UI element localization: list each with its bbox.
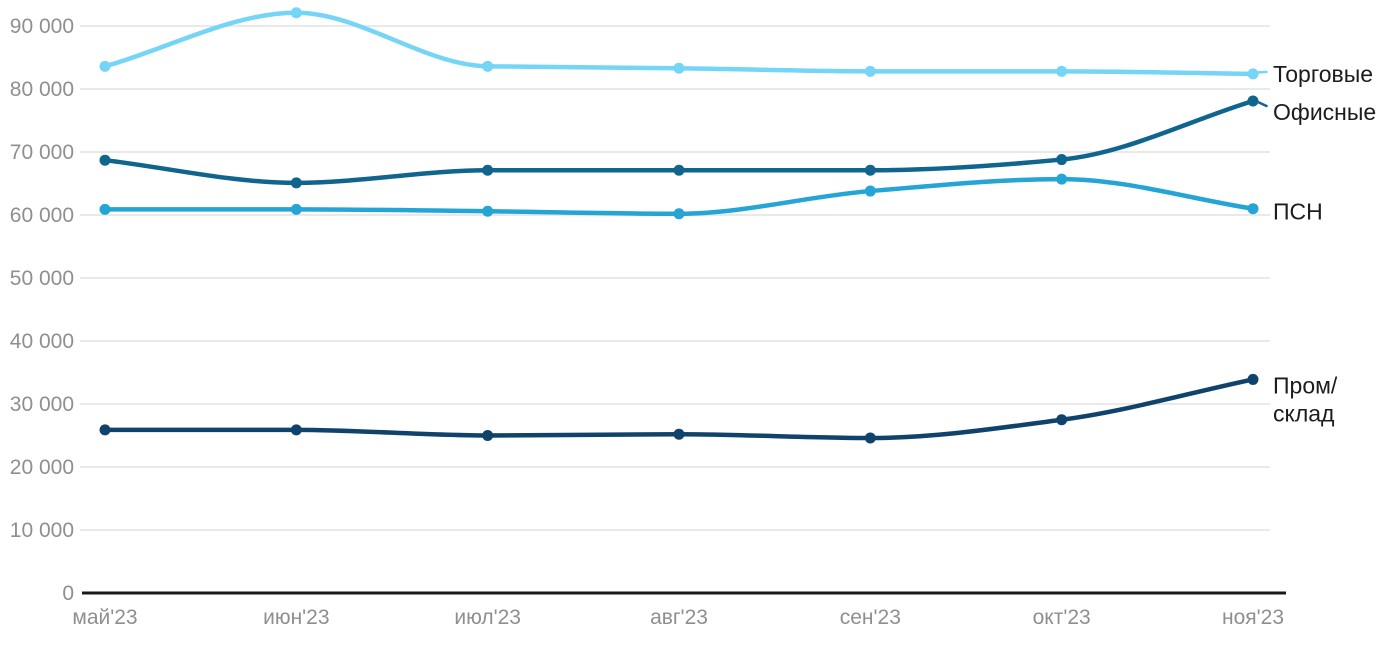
data-point-ofisnye	[864, 164, 876, 176]
x-tick-label: май'23	[72, 606, 137, 629]
data-point-torgovye	[1247, 68, 1259, 80]
data-point-ofisnye	[673, 164, 685, 176]
data-point-psn	[99, 203, 111, 215]
data-point-ofisnye	[99, 154, 111, 166]
data-point-ofisnye	[1247, 95, 1259, 107]
data-point-prom-sklad	[482, 430, 494, 441]
y-tick-label: 70 000	[10, 141, 74, 164]
x-tick-label: авг'23	[650, 606, 708, 629]
data-point-ofisnye	[1056, 154, 1068, 166]
series-label-prom-sklad: склад	[1273, 400, 1335, 426]
data-point-torgovye	[290, 7, 302, 19]
data-point-psn	[864, 185, 876, 197]
data-point-torgovye	[673, 62, 685, 74]
y-tick-label: 10 000	[10, 519, 74, 542]
series-label-prom-sklad: Пром/	[1273, 372, 1338, 398]
data-point-torgovye	[99, 60, 111, 72]
data-point-prom-sklad	[290, 424, 302, 436]
x-tick-label: окт'23	[1033, 606, 1091, 629]
series-label-psn: ПСН	[1273, 199, 1323, 225]
y-tick-label: 30 000	[10, 393, 74, 416]
data-point-ofisnye	[290, 177, 302, 189]
y-tick-label: 80 000	[10, 78, 74, 101]
data-point-prom-sklad	[1056, 414, 1068, 426]
x-tick-label: июн'23	[263, 606, 329, 629]
y-tick-label: 20 000	[10, 456, 74, 479]
data-point-prom-sklad	[673, 428, 685, 440]
y-tick-label: 50 000	[10, 267, 74, 290]
x-tick-label: сен'23	[840, 606, 901, 629]
y-tick-label: 90 000	[10, 15, 74, 38]
leader-dash-torgovye	[1257, 70, 1268, 74]
data-point-psn	[1247, 203, 1259, 215]
x-tick-label: ноя'23	[1222, 606, 1284, 629]
data-point-ofisnye	[482, 164, 494, 176]
data-point-psn	[290, 203, 302, 215]
data-point-torgovye	[482, 60, 494, 72]
data-point-psn	[482, 205, 494, 217]
y-tick-label: 0	[62, 582, 74, 605]
series-label-torgovye: Торговые	[1273, 61, 1373, 87]
series-label-ofisnye: Офисные	[1273, 99, 1376, 125]
y-tick-label: 40 000	[10, 330, 74, 353]
data-point-torgovye	[864, 65, 876, 77]
leader-dash-ofisnye	[1257, 101, 1268, 108]
data-point-prom-sklad	[99, 424, 111, 436]
x-tick-label: июл'23	[454, 606, 521, 629]
data-point-prom-sklad	[864, 432, 876, 444]
data-point-psn	[1056, 173, 1068, 185]
data-point-prom-sklad	[1247, 373, 1259, 385]
data-point-torgovye	[1056, 65, 1068, 77]
y-tick-label: 60 000	[10, 204, 74, 227]
data-point-psn	[673, 208, 685, 220]
